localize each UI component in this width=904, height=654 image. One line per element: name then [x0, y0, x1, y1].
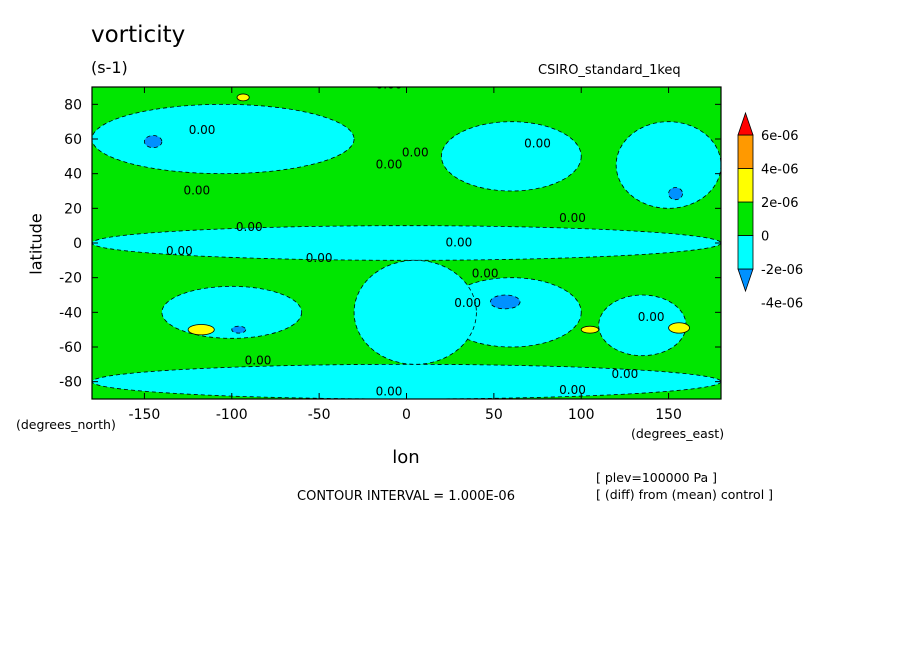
contour-label: 0.00	[472, 267, 499, 281]
contour-label: 0.00	[183, 183, 210, 197]
y-tick-label: -40	[59, 305, 82, 321]
field-region-negative	[92, 225, 721, 261]
x-tick-label: 50	[485, 407, 503, 423]
legend-label: -4e-06	[761, 297, 803, 312]
field-region-strong-positive	[236, 93, 250, 102]
field-region-strong-negative	[668, 187, 683, 201]
field-region-strong-negative	[489, 294, 521, 310]
y-tick-label: 0	[73, 236, 82, 252]
y-axis-units: (degrees_north)	[16, 417, 116, 432]
x-tick-label: -150	[129, 407, 161, 423]
legend-swatch	[737, 168, 754, 203]
contour-label: 0.00	[245, 353, 272, 367]
contour-interval: CONTOUR INTERVAL = 1.000E-06	[297, 489, 515, 504]
field-region-negative	[92, 103, 355, 175]
contour-label: 0.00	[524, 137, 551, 151]
y-tick-label: -20	[59, 271, 82, 287]
contour-label: 0.00	[166, 244, 193, 258]
dataset-label: CSIRO_standard_1keq	[538, 63, 681, 78]
contour-label: 0.00	[612, 367, 639, 381]
x-tick-label: -50	[308, 407, 331, 423]
field-region-negative	[615, 121, 721, 209]
legend-label: 0	[761, 230, 769, 245]
chart-title: vorticity	[91, 22, 186, 48]
y-tick-label: 40	[64, 167, 82, 183]
legend-label: 2e-06	[761, 196, 799, 211]
legend-swatch	[737, 134, 754, 169]
x-tick-label: 150	[655, 407, 682, 423]
x-axis-label: lon	[392, 447, 420, 468]
y-tick-label: -80	[59, 375, 82, 391]
x-tick-label: 0	[402, 407, 411, 423]
contour-label: 0.00	[189, 123, 216, 137]
field-region-strong-negative	[231, 325, 247, 334]
contour-label: 0.00	[306, 251, 333, 265]
y-tick-label: 20	[64, 201, 82, 217]
field-region-strong-positive	[187, 324, 215, 336]
contour-label: 0.00	[236, 220, 263, 234]
legend-triangle-low	[737, 268, 754, 293]
legend-label: 4e-06	[761, 163, 799, 178]
contour-label: 0.00	[638, 310, 665, 324]
contour-label: 0.00	[376, 385, 403, 399]
y-tick-label: 60	[64, 132, 82, 148]
field-region-strong-positive	[668, 322, 690, 334]
contour-label: 0.00	[559, 383, 586, 397]
legend-swatch	[737, 201, 754, 236]
field-region-strong-positive	[580, 325, 600, 334]
y-tick-label: 80	[64, 97, 82, 113]
y-tick-label: -60	[59, 340, 82, 356]
units-label: (s-1)	[91, 58, 128, 77]
x-axis-units: (degrees_east)	[631, 426, 725, 441]
legend-triangle-high	[737, 111, 754, 136]
contour-label: 0.00	[376, 78, 403, 92]
field-region-strong-negative	[144, 135, 163, 149]
contour-label: 0.00	[402, 145, 429, 159]
metadata-plev: [ plev=100000 Pa ]	[596, 470, 717, 485]
legend-label: -2e-06	[761, 263, 803, 278]
x-tick-label: 100	[568, 407, 595, 423]
contour-label: 0.00	[454, 296, 481, 310]
contour-label: 0.00	[559, 211, 586, 225]
contour-label: 0.00	[446, 235, 473, 249]
x-tick-label: -100	[216, 407, 248, 423]
metadata-diff: [ (diff) from (mean) control ]	[596, 487, 774, 502]
contour-label: 0.00	[376, 157, 403, 171]
legend-swatch	[737, 235, 754, 270]
field-region-negative	[441, 121, 582, 192]
legend-label: 6e-06	[761, 129, 799, 144]
field-region-negative	[353, 259, 477, 365]
